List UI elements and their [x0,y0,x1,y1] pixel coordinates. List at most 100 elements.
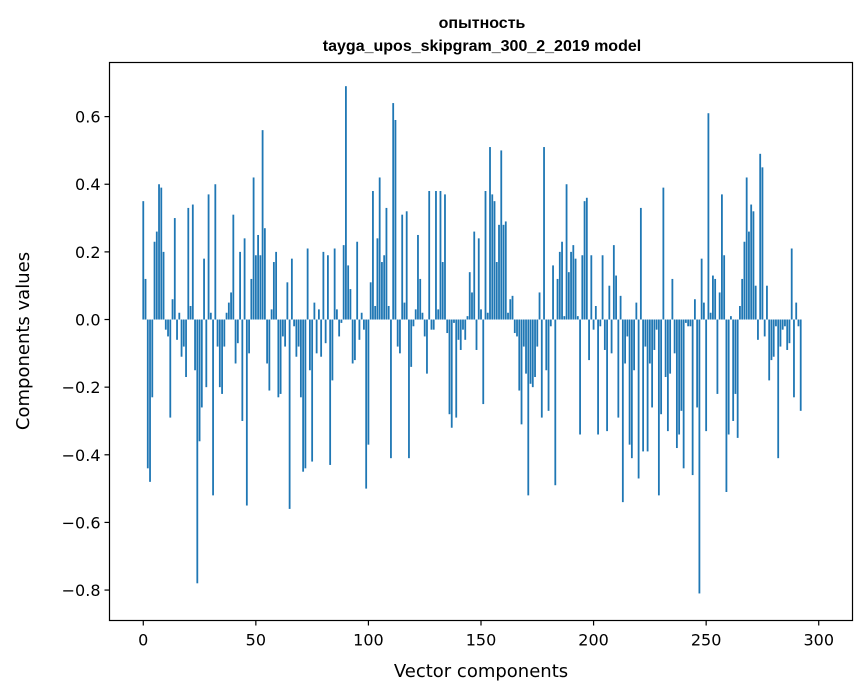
bar-158 [498,224,500,320]
bar-219 [635,302,638,320]
bar-6 [155,231,158,320]
x-tick-label: 250 [691,631,722,650]
bar-126 [426,319,428,374]
bar-234 [669,319,672,374]
bar-2 [146,319,149,469]
bar-271 [752,211,755,320]
bar-196 [583,201,586,320]
bar-115 [401,214,404,320]
bar-123 [419,278,422,320]
x-axis-ticks: 0 50 100 150 200 250 300 [138,620,834,650]
bar-169 [522,319,525,347]
bar-92 [349,289,352,320]
bar-171 [527,319,530,496]
bar-156 [493,201,496,320]
bar-256 [718,292,721,320]
bar-84 [331,319,334,381]
bar-163 [509,299,512,320]
bar-35 [221,319,223,394]
bar-278 [768,319,771,381]
bar-137 [450,319,453,428]
bar-288 [790,248,793,320]
bar-71 [302,319,305,472]
bar-285 [784,319,786,327]
bar-269 [748,231,750,320]
bar-132 [439,191,442,320]
bar-215 [626,319,629,337]
bar-58 [272,262,275,320]
bar-220 [637,319,640,479]
bar-52 [259,255,262,320]
bar-139 [455,319,458,418]
bar-124 [421,312,424,320]
bar-68 [295,319,298,357]
bar-107 [383,255,386,320]
bar-61 [279,319,282,394]
bar-38 [227,302,230,320]
bar-157 [495,262,498,320]
bar-51 [257,234,259,320]
bar-70 [299,319,302,398]
bar-254 [714,278,717,320]
bar-283 [779,319,782,347]
bar-113 [396,319,399,347]
bar-130 [435,191,437,320]
y-tick-label: −0.4 [62,446,101,465]
x-tick-label: 100 [353,631,384,650]
bar-16 [178,312,181,320]
bar-210 [615,275,617,320]
bar-112 [394,119,397,320]
x-tick-label: 0 [138,631,148,650]
bar-93 [351,319,354,364]
bar-69 [297,319,300,347]
bar-32 [214,184,217,320]
bar-272 [754,285,757,320]
bar-97 [360,312,363,320]
bar-31 [212,319,214,496]
bar-27 [203,258,205,320]
bar-172 [529,319,532,384]
bar-49 [252,177,255,320]
bar-37 [225,312,228,320]
bar-253 [712,275,714,320]
bar-34 [218,319,221,388]
bar-13 [171,299,174,320]
bar-76 [313,302,316,320]
bar-257 [721,194,723,320]
bar-250 [705,319,708,432]
bar-176 [538,292,541,320]
bar-46 [245,319,248,506]
bar-19 [185,319,187,378]
bar-105 [378,177,381,320]
bar-43 [239,251,241,320]
bar-29 [207,194,210,320]
bar-155 [491,194,494,320]
bar-141 [459,319,462,350]
bar-108 [385,207,388,320]
bar-235 [671,278,674,320]
bar-151 [482,319,485,405]
bar-8 [160,187,163,320]
bar-44 [241,319,244,421]
bar-197 [585,197,588,320]
bar-227 [653,319,656,350]
bar-17 [180,319,183,357]
bar-240 [682,319,685,469]
bar-160 [502,224,505,320]
bar-96 [358,319,361,340]
y-tick-label: −0.6 [62,513,101,532]
bar-114 [399,319,401,354]
bar-264 [736,319,739,438]
bar-14 [173,218,176,320]
bar-30 [209,312,212,320]
bar-226 [651,319,654,408]
bar-75 [311,319,314,462]
bar-248 [700,258,703,320]
bar-1 [144,278,147,320]
y-tick-label: 0.6 [75,108,100,127]
bar-56 [268,319,271,391]
bar-225 [648,319,651,364]
bar-140 [457,319,460,340]
bar-183 [554,319,557,486]
bar-200 [592,319,595,330]
